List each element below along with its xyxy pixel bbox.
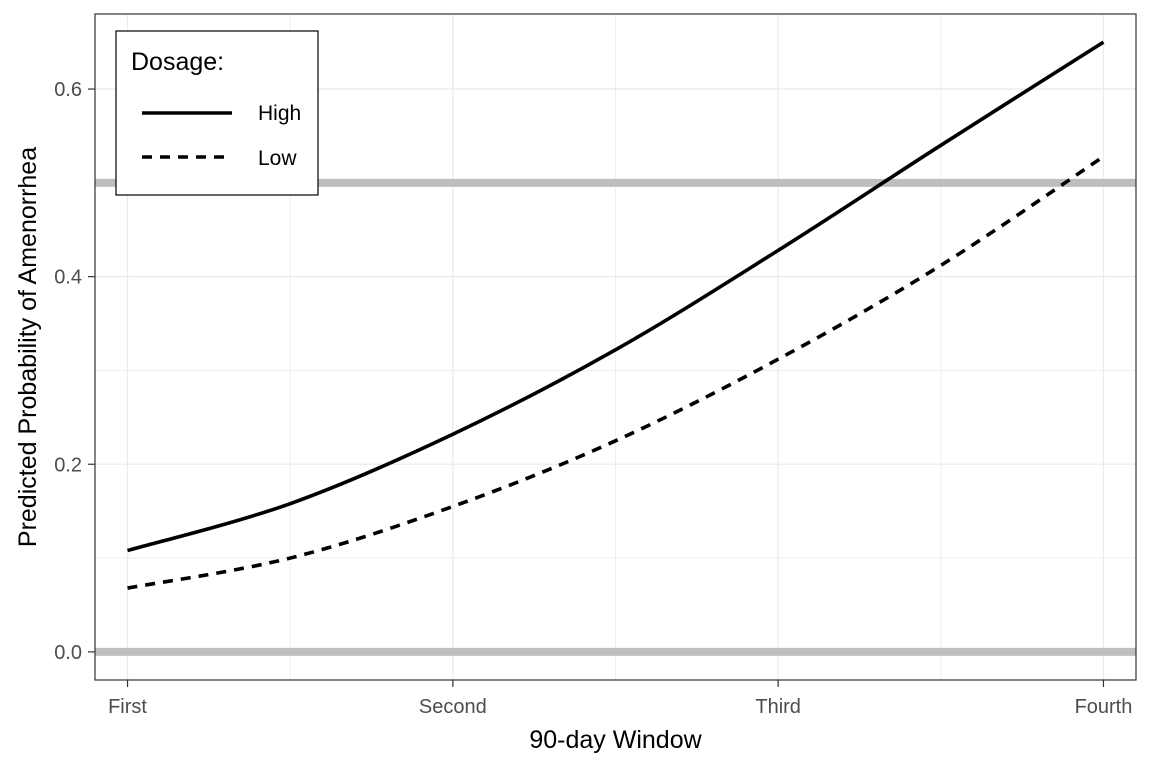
legend-label-low: Low [258,147,297,170]
series-line-low [127,155,1105,590]
x-tick-label-1: Second [419,696,487,718]
y-tick-label-2: 0.4 [54,267,82,289]
x-tick-label-3: Fourth [1075,696,1133,718]
x-axis-title: 90-day Window [529,726,702,754]
y-tick-label-1: 0.2 [54,454,82,476]
x-tick-label-0: First [108,696,147,718]
series-lines [127,40,1105,590]
tick-labels: First Second Third Fourth 0.0 0.2 0.4 0.6 [54,79,1132,718]
y-tick-label-0: 0.0 [54,642,82,664]
legend: Dosage: High Low [115,30,319,196]
y-axis-title: Predicted Probability of Amenorrhea [14,147,42,547]
y-tick-label-3: 0.6 [54,79,82,101]
panel-border [94,13,1137,681]
legend-title: Dosage: [131,48,224,76]
series-line-high [127,40,1105,553]
axis-ticks [88,88,1105,687]
x-tick-label-2: Third [755,696,801,718]
legend-label-high: High [258,102,301,125]
